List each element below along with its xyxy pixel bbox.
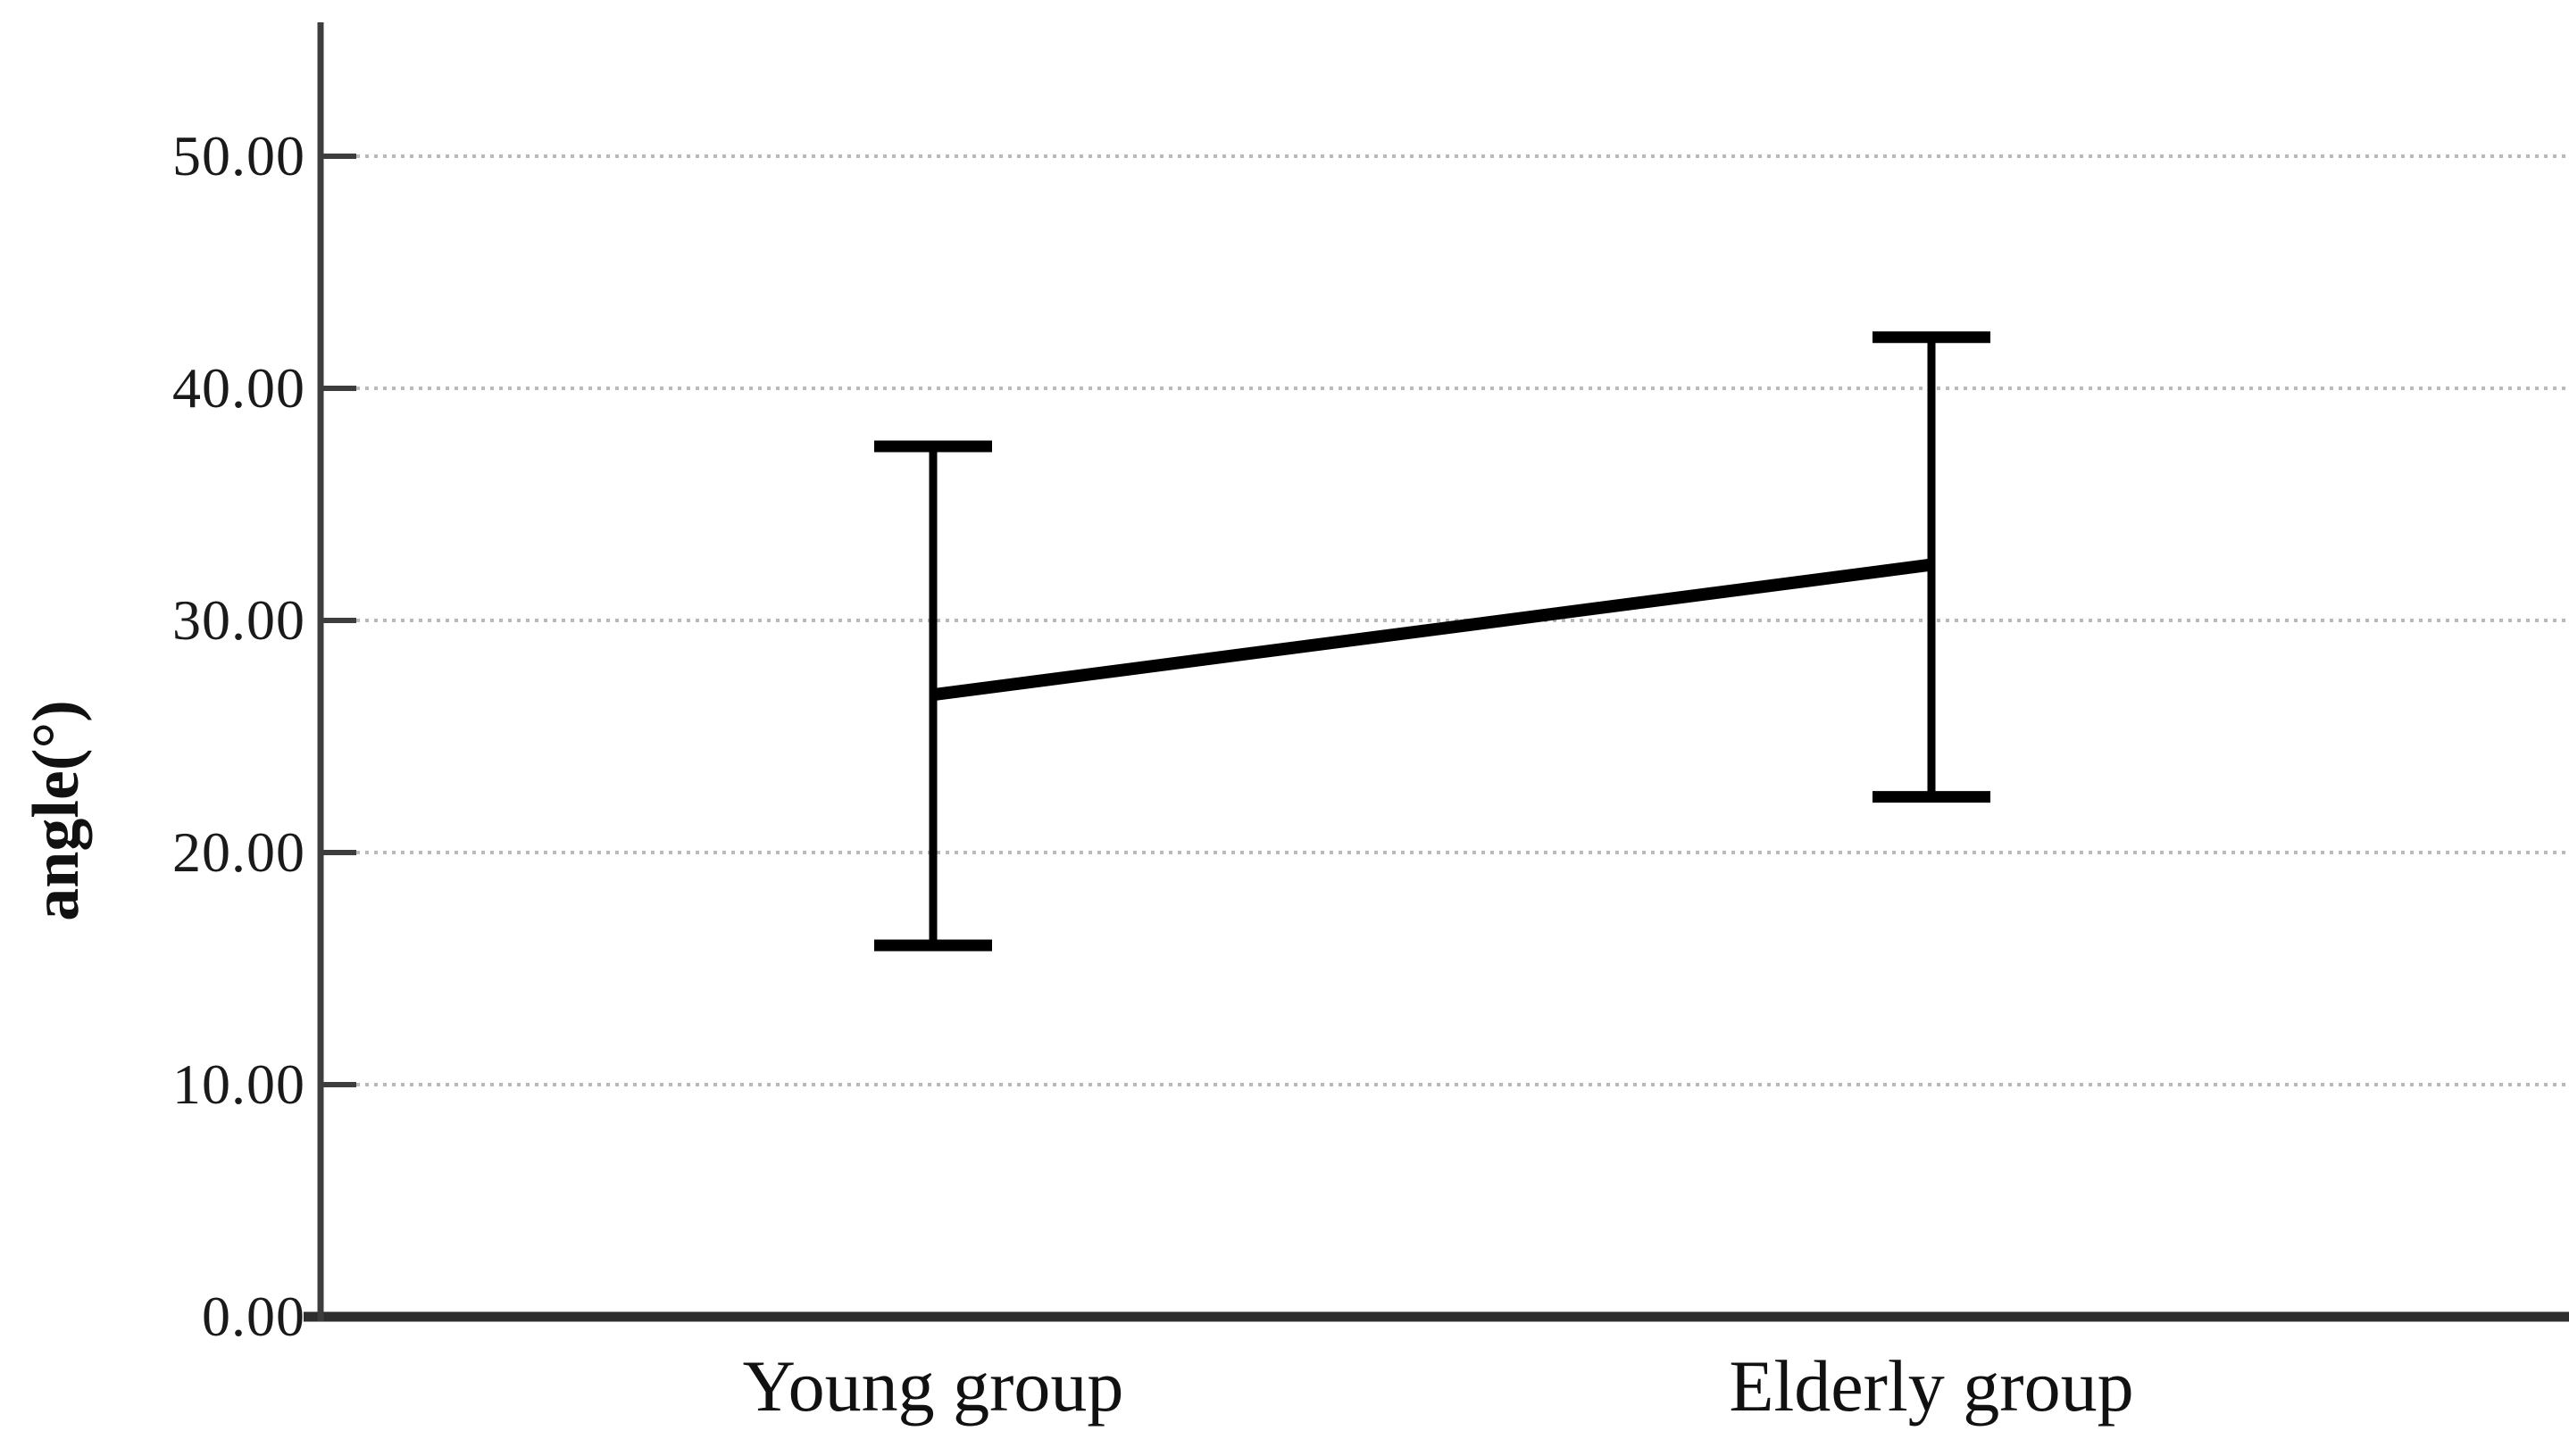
ytick-label-20: 20.00 xyxy=(172,820,305,884)
mean-trend-line xyxy=(932,558,1932,702)
ytick-label-30: 30.00 xyxy=(172,588,305,652)
ytick-label-10: 10.00 xyxy=(172,1052,305,1116)
x-axis-label-elderly-group: Elderly group xyxy=(1729,1345,2134,1427)
x-axis-label-young-group: Young group xyxy=(742,1345,1124,1427)
y-axis-title: angle(°) xyxy=(20,700,93,921)
ytick-label-40: 40.00 xyxy=(172,356,305,420)
ytick-label-50: 50.00 xyxy=(172,124,305,187)
ytick-label-0: 0.00 xyxy=(202,1285,305,1348)
